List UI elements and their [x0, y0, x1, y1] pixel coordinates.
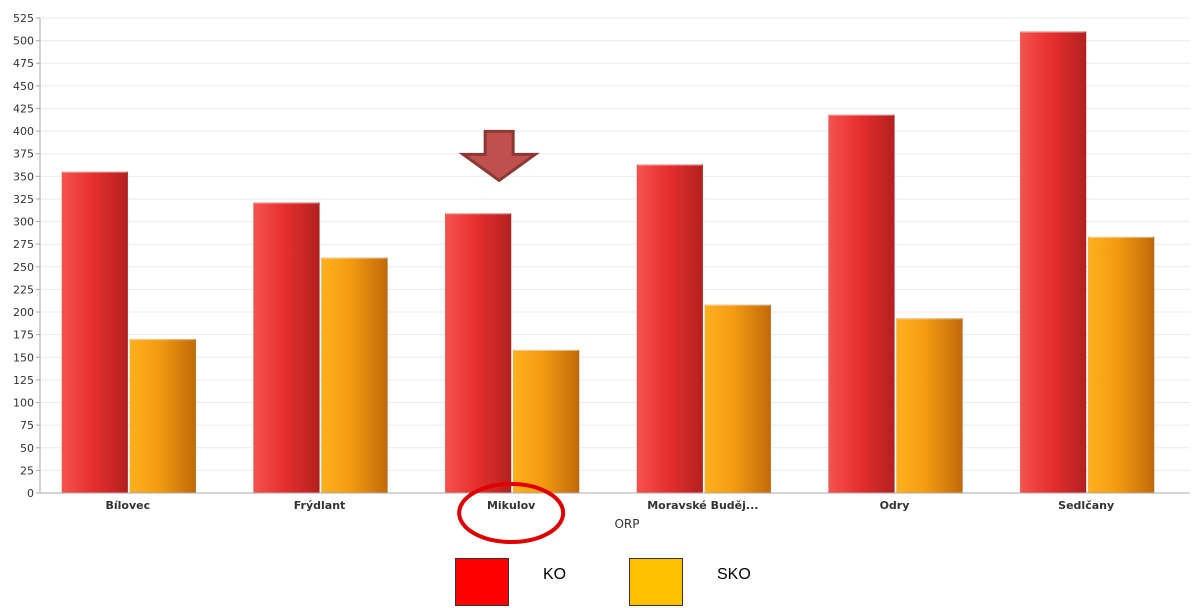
legend-swatch-ko: [455, 558, 509, 606]
y-tick-label: 150: [13, 351, 34, 364]
legend-label-sko: SKO: [717, 566, 751, 584]
bars: [62, 32, 1154, 493]
bar-sko: [897, 318, 963, 493]
legend-label-ko: KO: [543, 566, 566, 584]
x-axis-labels: Bílovec Frýdlant Mikulov Moravské Buděj... O…: [106, 499, 1115, 512]
bar-sko: [130, 339, 196, 493]
x-tick-label: Frýdlant: [294, 499, 346, 512]
y-tick-label: 350: [13, 170, 34, 183]
x-tick-label: Sedlčany: [1058, 499, 1114, 512]
y-tick-label: 300: [13, 216, 34, 229]
y-tick-label: 25: [20, 464, 34, 477]
bar-chart: 0 25 50 75 100 125 150 175 200 225 250 275 300 325 350…: [0, 0, 1195, 555]
y-tick-label: 475: [13, 57, 34, 70]
y-tick-label: 425: [13, 102, 34, 115]
y-tick-label: 175: [13, 329, 34, 342]
y-tick-label: 325: [13, 193, 34, 206]
y-tick-label: 125: [13, 374, 34, 387]
y-tick-label: 100: [13, 397, 34, 410]
y-tick-label: 75: [20, 419, 34, 432]
y-tick-label: 50: [20, 442, 34, 455]
bar-sko: [705, 305, 771, 493]
bar-sko: [322, 258, 388, 493]
x-tick-label: Mikulov: [487, 499, 536, 512]
y-tick-label: 275: [13, 238, 34, 251]
x-axis-title: ORP: [614, 517, 639, 531]
x-tick-label: Bílovec: [106, 499, 151, 512]
bar-sko: [1088, 237, 1154, 493]
bar-ko: [637, 165, 703, 493]
legend-swatch-sko: [629, 558, 683, 606]
bar-ko: [62, 172, 128, 493]
x-tick-label: Moravské Buděj...: [647, 499, 758, 512]
bar-ko: [445, 213, 511, 493]
x-tick-label: Odry: [880, 499, 910, 512]
y-tick-label: 400: [13, 125, 34, 138]
y-tick-label: 375: [13, 148, 34, 161]
bar-sko: [513, 350, 579, 493]
y-tick-label: 450: [13, 80, 34, 93]
bar-ko: [254, 203, 320, 493]
y-tick-label: 225: [13, 283, 34, 296]
y-tick-label: 250: [13, 261, 34, 274]
y-tick-label: 200: [13, 306, 34, 319]
bar-ko: [829, 115, 895, 493]
y-axis-ticks: 0 25 50 75 100 125 150 175 200 225 250 275 300 325 350…: [13, 12, 40, 500]
y-tick-label: 0: [27, 487, 34, 500]
down-arrow-icon: [463, 131, 535, 180]
bar-ko: [1020, 32, 1086, 493]
grid-lines: [40, 18, 1190, 470]
y-tick-label: 500: [13, 35, 34, 48]
legend: KO SKO: [455, 558, 755, 608]
y-tick-label: 525: [13, 12, 34, 25]
